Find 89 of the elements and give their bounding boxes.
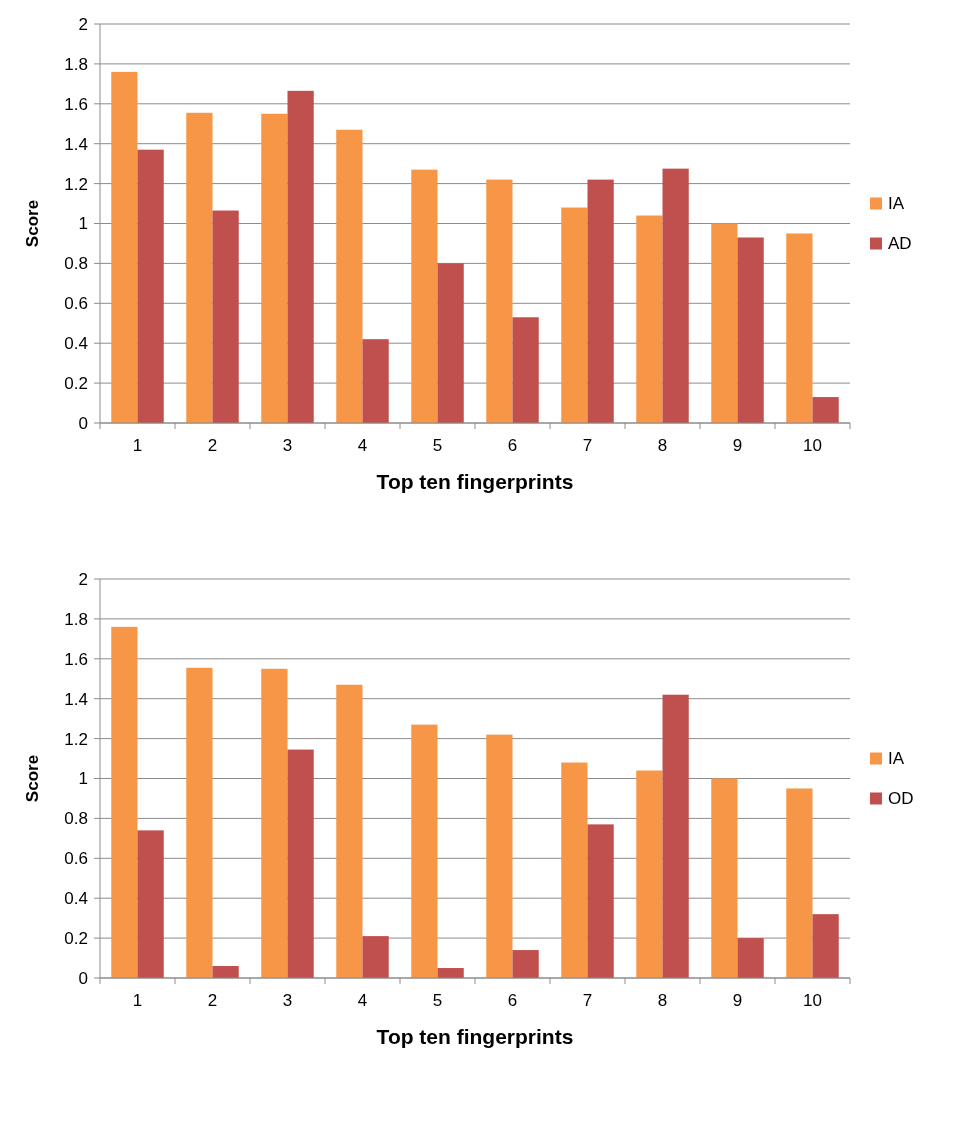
x-axis-title: Top ten fingerprints	[376, 1025, 574, 1048]
bar	[561, 762, 588, 978]
bar	[812, 397, 839, 423]
bar	[512, 950, 539, 978]
x-tick-label: 10	[803, 991, 822, 1010]
bar	[111, 71, 138, 423]
bar	[111, 626, 138, 978]
y-tick-label: 0.4	[64, 334, 88, 354]
y-tick-label: 0.4	[64, 889, 88, 909]
x-tick-label: 5	[432, 436, 443, 455]
y-tick-label: 0	[78, 413, 88, 433]
legend-label: IA	[888, 194, 905, 214]
y-tick-label: 1.8	[64, 609, 88, 629]
bar	[587, 824, 614, 978]
legend-label: AD	[888, 234, 912, 254]
legend-label: IA	[888, 749, 905, 769]
bar	[737, 938, 764, 978]
x-tick-label: 5	[432, 991, 443, 1010]
bar	[362, 936, 389, 978]
bar	[636, 215, 663, 423]
x-tick-label: 4	[357, 991, 368, 1010]
y-tick-label: 2	[78, 14, 88, 34]
bar	[186, 667, 213, 978]
x-tick-label: 2	[207, 436, 218, 455]
x-tick-label: 7	[582, 436, 593, 455]
y-tick-label: 0.6	[64, 849, 88, 869]
bar	[212, 210, 239, 423]
bar	[636, 770, 663, 978]
y-axis-title: Score	[23, 199, 42, 248]
x-tick-label: 3	[282, 436, 293, 455]
y-tick-label: 0.2	[64, 929, 88, 949]
bar	[711, 778, 738, 978]
bar	[786, 233, 813, 423]
bar	[437, 263, 464, 423]
y-axis-title: Score	[23, 754, 42, 803]
bar	[212, 966, 239, 978]
bar	[186, 112, 213, 423]
bar	[137, 830, 164, 978]
y-tick-label: 1.6	[64, 94, 88, 114]
bar	[486, 179, 513, 423]
bar	[336, 129, 363, 423]
y-tick-label: 0.8	[64, 809, 88, 829]
bar	[287, 749, 314, 978]
x-tick-label: 2	[207, 991, 218, 1010]
bar	[261, 668, 288, 978]
y-tick-label: 1.2	[64, 174, 88, 194]
y-tick-label: 0.2	[64, 374, 88, 394]
bar	[587, 179, 614, 423]
y-tick-label: 0.8	[64, 254, 88, 274]
bar	[662, 694, 689, 978]
bar	[786, 788, 813, 978]
bar	[261, 113, 288, 423]
x-tick-label: 6	[507, 991, 518, 1010]
y-tick-label: 2	[78, 569, 88, 589]
y-tick-label: 0	[78, 968, 88, 988]
x-tick-label: 8	[657, 991, 668, 1010]
bar	[561, 207, 588, 423]
y-tick-label: 1.8	[64, 54, 88, 74]
y-tick-label: 1.4	[64, 134, 88, 154]
bar	[486, 734, 513, 978]
x-tick-label: 8	[657, 436, 668, 455]
y-tick-label: 1.2	[64, 729, 88, 749]
x-axis-title: Top ten fingerprints	[376, 470, 574, 493]
bar	[411, 169, 438, 423]
y-tick-label: 1.4	[64, 689, 88, 709]
bar	[411, 724, 438, 978]
bar	[812, 914, 839, 978]
legend-label: OD	[888, 789, 914, 809]
bar	[512, 317, 539, 423]
bar	[711, 223, 738, 423]
bar	[362, 339, 389, 423]
x-tick-label: 9	[732, 436, 743, 455]
x-tick-label: 9	[732, 991, 743, 1010]
bar	[336, 684, 363, 978]
x-tick-label: 1	[132, 436, 143, 455]
x-tick-label: 6	[507, 436, 518, 455]
y-tick-label: 1.6	[64, 649, 88, 669]
x-tick-label: 7	[582, 991, 593, 1010]
bar	[287, 90, 314, 423]
x-tick-label: 4	[357, 436, 368, 455]
bar	[137, 149, 164, 423]
y-tick-label: 1	[78, 769, 88, 789]
y-tick-label: 0.6	[64, 294, 88, 314]
x-tick-label: 10	[803, 436, 822, 455]
x-tick-label: 1	[132, 991, 143, 1010]
x-tick-label: 3	[282, 991, 293, 1010]
y-tick-label: 1	[78, 214, 88, 234]
bar	[662, 168, 689, 423]
bar	[737, 237, 764, 423]
